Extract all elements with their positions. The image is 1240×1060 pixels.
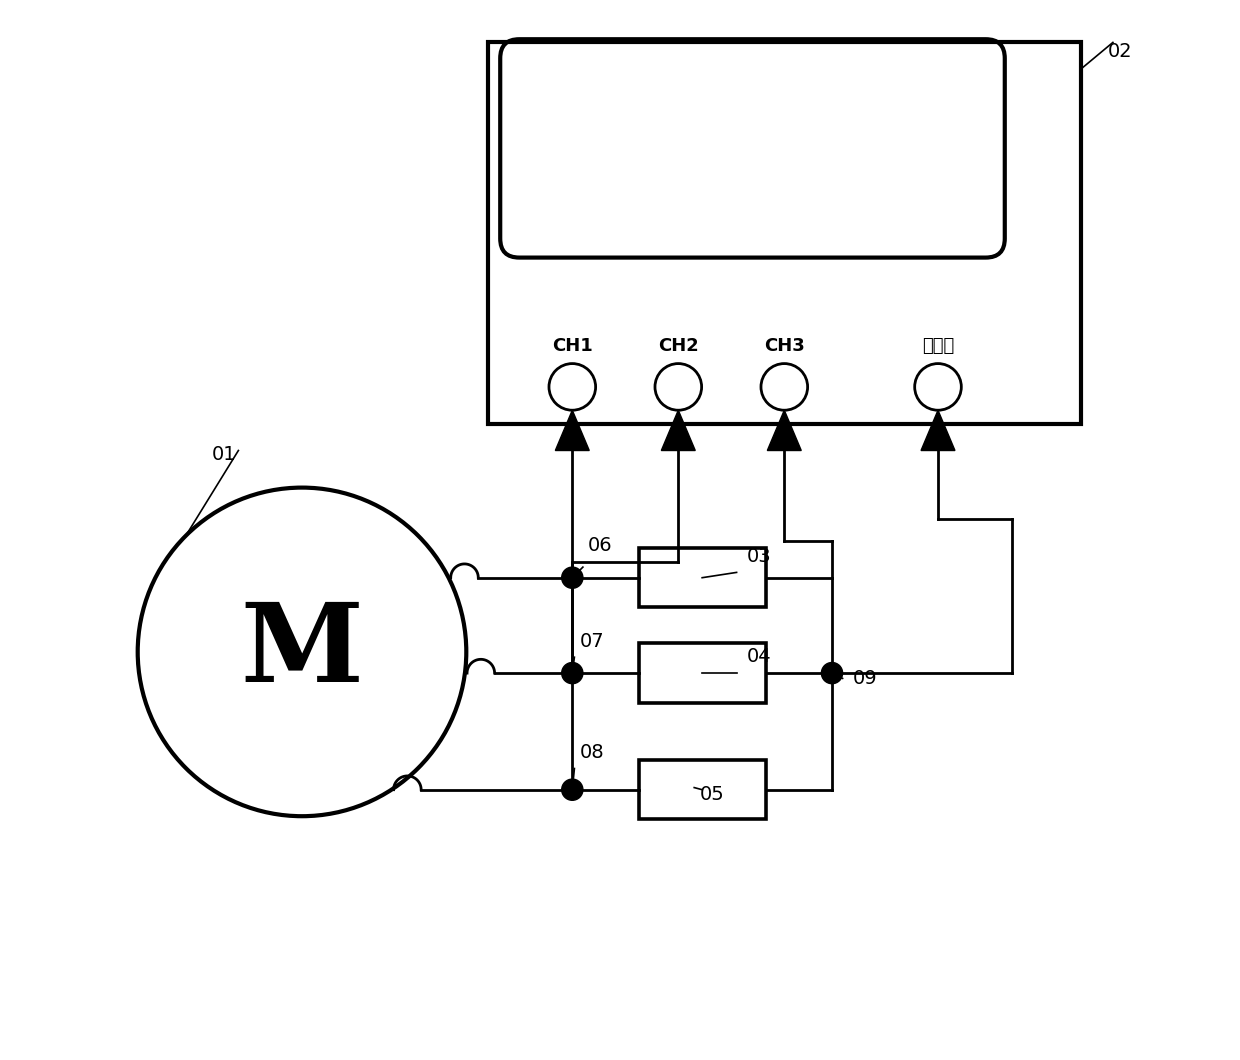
Text: 01: 01	[212, 445, 237, 464]
Bar	[487, 42, 1081, 424]
Text: 04: 04	[748, 648, 771, 667]
Text: M: M	[241, 599, 363, 705]
Text: 02: 02	[1107, 42, 1132, 61]
Text: 05: 05	[699, 785, 724, 805]
Circle shape	[562, 779, 583, 800]
Bar	[639, 760, 766, 819]
Text: 08: 08	[580, 743, 604, 762]
Circle shape	[138, 488, 466, 816]
Polygon shape	[768, 410, 801, 450]
Bar	[639, 548, 766, 607]
Circle shape	[562, 567, 583, 588]
Polygon shape	[556, 410, 589, 450]
Circle shape	[821, 662, 843, 684]
Text: CH3: CH3	[764, 337, 805, 355]
Text: CH1: CH1	[552, 337, 593, 355]
Text: 参考点: 参考点	[921, 337, 954, 355]
Text: 09: 09	[853, 669, 878, 688]
Text: 07: 07	[580, 632, 604, 651]
Bar	[639, 643, 766, 703]
Polygon shape	[661, 410, 696, 450]
Text: 06: 06	[588, 536, 613, 555]
Circle shape	[562, 662, 583, 684]
Text: 03: 03	[748, 547, 771, 566]
Text: CH2: CH2	[658, 337, 698, 355]
Polygon shape	[921, 410, 955, 450]
